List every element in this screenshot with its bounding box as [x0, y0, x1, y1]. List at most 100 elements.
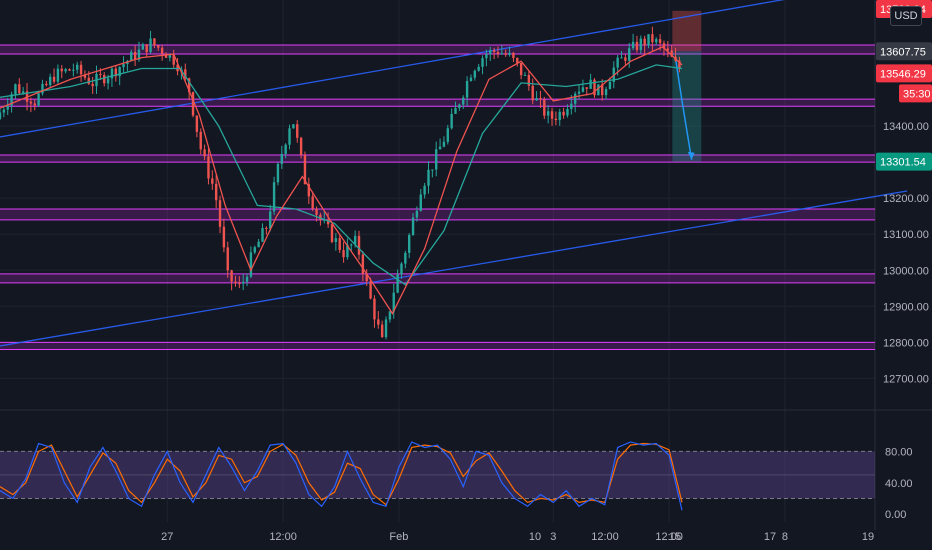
level-price-badge: 13607.75: [880, 46, 926, 58]
trendlines[interactable]: [0, 0, 908, 347]
candle-body: [369, 281, 372, 299]
candle-body: [411, 217, 415, 236]
candle-body: [415, 210, 419, 218]
price-tick-label: 12800.00: [883, 337, 929, 349]
candle-body: [245, 276, 249, 282]
stochastic-band: [0, 451, 875, 499]
trendline-1[interactable]: [0, 0, 843, 138]
candle-body: [157, 45, 160, 48]
candle-body: [473, 70, 477, 78]
candle-body: [531, 85, 534, 101]
candle-body: [226, 247, 229, 271]
candle-body: [655, 39, 658, 43]
candle-body: [465, 80, 469, 98]
candle-body: [106, 78, 110, 84]
candle-body: [48, 76, 52, 86]
short-position-tool[interactable]: [672, 10, 702, 162]
candle-body: [550, 111, 554, 119]
candle-body: [373, 298, 376, 320]
candle-body: [110, 68, 114, 79]
candle-body: [211, 178, 214, 184]
price-tick-label: 12900.00: [883, 301, 929, 313]
candle-body: [342, 250, 345, 258]
candle-body: [164, 53, 168, 58]
candle-body: [203, 149, 206, 157]
currency-button[interactable]: USD: [890, 6, 922, 26]
candle-body: [334, 238, 338, 243]
countdown-bg: [899, 84, 932, 103]
candle-body: [41, 83, 44, 94]
candle-body: [608, 81, 612, 90]
candle-body: [365, 273, 368, 282]
candle-body: [326, 219, 330, 225]
trendline-2[interactable]: [0, 190, 908, 347]
candle-body: [187, 78, 191, 93]
candle-body: [670, 50, 673, 57]
candle-body: [357, 235, 361, 255]
candle-body: [272, 182, 276, 212]
last-price-badge-bg: [876, 64, 932, 83]
candle-body: [442, 141, 446, 147]
stochastic-tick-label: 80.00: [885, 446, 913, 458]
candle-body: [214, 183, 218, 201]
support-resistance-zone: [0, 209, 875, 220]
time-tick-label: 8: [782, 531, 788, 543]
candlesticks: [0, 26, 681, 340]
candle-body: [118, 67, 121, 77]
candle-body: [504, 53, 507, 55]
candle-body: [396, 274, 399, 293]
grid-lines: [0, 0, 932, 530]
candle-body: [585, 87, 588, 89]
candle-body: [392, 292, 395, 312]
candle-body: [56, 68, 60, 82]
price-tick-label: 13100.00: [883, 229, 929, 241]
candle-body: [122, 64, 125, 68]
candle-body: [469, 77, 473, 81]
candle-body: [523, 74, 527, 76]
candle-body: [350, 244, 353, 246]
candle-body: [79, 64, 83, 75]
candle-body: [477, 66, 480, 71]
candle-body: [52, 76, 56, 82]
candle-body: [377, 319, 380, 325]
candle-body: [639, 38, 643, 51]
candle-body: [519, 62, 523, 76]
candle-body: [454, 108, 457, 114]
stop-loss-zone[interactable]: [672, 10, 702, 52]
candle-body: [651, 34, 654, 43]
candle-body: [462, 97, 465, 105]
candle-body: [346, 244, 349, 258]
candle-body: [431, 169, 434, 171]
candle-body: [384, 319, 388, 338]
candle-body: [446, 128, 449, 142]
candle-body: [419, 194, 422, 211]
price-tick-label: 13400.00: [883, 121, 929, 133]
candle-body: [388, 311, 392, 320]
time-tick-label: 17: [764, 531, 776, 543]
candle-body: [14, 84, 17, 95]
candle-body: [631, 41, 635, 49]
candle-body: [543, 99, 546, 116]
time-axis[interactable]: 27 12:00 Feb 3 12:00 810 12:00 15 17 19: [161, 531, 874, 543]
candle-body: [33, 103, 36, 106]
candle-body: [554, 118, 558, 121]
countdown-timer: 35:30: [903, 88, 931, 100]
candle-body: [423, 185, 426, 195]
candle-body: [307, 184, 311, 197]
candle-body: [597, 84, 600, 96]
candle-body: [230, 270, 233, 282]
candle-body: [141, 44, 145, 50]
stochastic-tick-label: 0.00: [885, 509, 906, 521]
candle-body: [288, 128, 291, 145]
candle-body: [91, 83, 94, 87]
time-tick-label: 19: [862, 531, 874, 543]
horizontal-zones: [0, 44, 875, 351]
candle-body: [265, 227, 268, 229]
candle-body: [666, 48, 670, 51]
candle-body: [489, 50, 492, 55]
candle-body: [604, 89, 608, 96]
candle-body: [292, 124, 295, 129]
price-axis[interactable]: 13400.00 13200.00 13100.00 13000.00 12900.00…: [876, 0, 932, 521]
candle-body: [643, 38, 646, 46]
